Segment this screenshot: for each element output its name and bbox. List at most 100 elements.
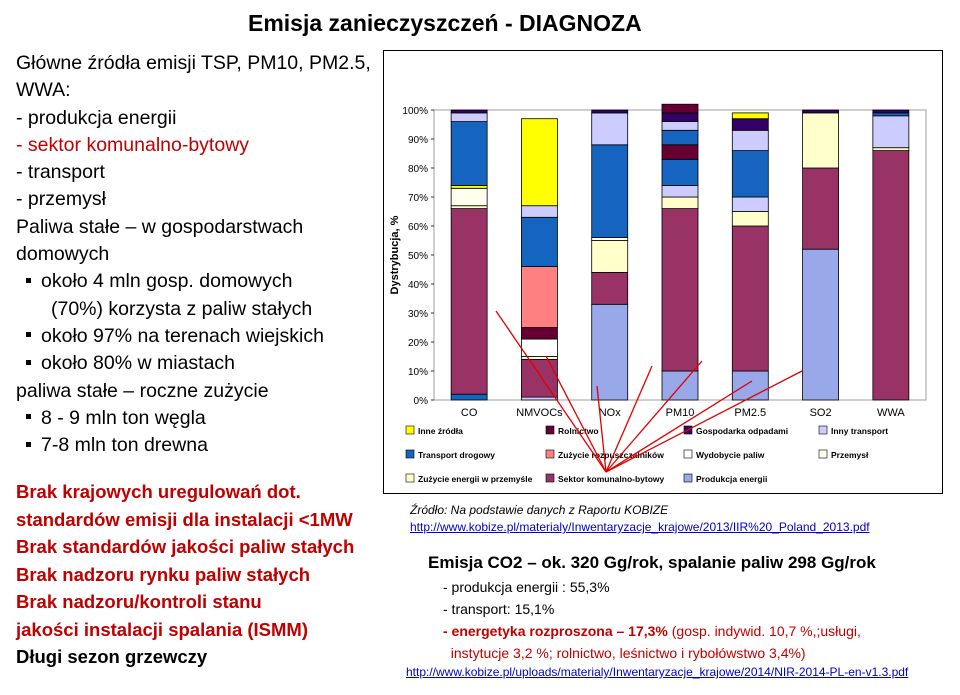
bar-segment [450, 208, 488, 395]
bar-segment [802, 112, 839, 169]
bar-segment [450, 112, 488, 123]
issue-line: Brak nadzoru rynku paliw stałych [16, 563, 311, 585]
co2-item: - energetyka rozproszona – 17,3% (gosp. … [443, 620, 861, 642]
bar-segment [872, 150, 910, 401]
y-tick-label: 70% [408, 193, 428, 204]
usage-bullet: 7-8 mln ton drewna [16, 432, 386, 459]
source-url[interactable]: http://www.kobize.pl/materialy/Inwentary… [410, 520, 870, 534]
bar-segment [450, 205, 488, 209]
fuels-bullet-text: około 97% na terenach wiejskich [41, 324, 324, 347]
x-tick-label: PM10 [666, 407, 695, 419]
legend-swatch [545, 473, 555, 483]
annotation-arrow [605, 370, 803, 473]
bullet-square-icon [26, 277, 31, 283]
co2-item: instytucje 3,2 %; rolnictwo, leśnictwo i… [443, 645, 806, 661]
x-tick-label: PM2.5 [734, 407, 766, 419]
y-tick-label: 90% [408, 135, 428, 146]
bar-segment [731, 112, 769, 120]
usage-bullet: 8 - 9 mln ton węgla [16, 405, 386, 432]
bar-segment [731, 129, 769, 152]
legend-label: Zużycie energii w przemyśle [418, 474, 533, 484]
annotation-arrow [495, 310, 607, 473]
issue-line: Długi sezon grzewczy [16, 646, 208, 667]
chart-svg: 0% 10% 20% 30% 40% 50% 60% 70% 80% 90% 100% Dystryb… [389, 103, 927, 484]
fuels-bullet: około 97% na terenach wiejskich [16, 323, 386, 350]
co2-url[interactable]: http://www.kobize.pl/uploads/materialy/I… [406, 665, 909, 679]
source-label: Źródło: Na podstawie danych z Raportu KO… [410, 503, 669, 517]
bar-segment [521, 216, 558, 268]
bar-segment [872, 147, 910, 151]
issue-line: Brak krajowych uregulowań dot. [16, 481, 301, 502]
legend-label: Przemysł [831, 450, 869, 460]
annotation-arrow [605, 365, 653, 473]
bar-segment [450, 187, 488, 207]
legend-swatch [405, 449, 415, 459]
bar-segment [661, 184, 699, 198]
fuels-bullet-text: około 4 mln gosp. domowych [41, 270, 293, 293]
bar-segment [521, 358, 558, 398]
bar-segment [802, 248, 839, 401]
y-tick-label: 50% [408, 251, 428, 262]
bar-segment [591, 271, 629, 305]
y-tick-label: 80% [408, 164, 428, 175]
y-tick-label: 10% [408, 367, 428, 378]
source-item-label: produkcja energii [27, 106, 177, 129]
bar-segment [450, 109, 488, 114]
bar-segment [521, 338, 558, 357]
bar-segment [521, 327, 558, 340]
y-tick-label: 100% [402, 106, 428, 117]
fuels-bullet: około 4 mln gosp. domowych [16, 268, 386, 295]
bar-segment [661, 208, 699, 372]
annotation-arrow [596, 385, 607, 473]
annotation-arrow [545, 355, 607, 473]
legend-label: Produkcja energii [696, 474, 767, 484]
bar-segment [731, 150, 769, 198]
co2-link[interactable]: http://www.kobize.pl/uploads/materialy/I… [406, 665, 908, 679]
source-link[interactable]: http://www.kobize.pl/materialy/Inwentary… [410, 519, 870, 536]
bar-segment [521, 266, 558, 328]
bar-segment [661, 121, 699, 131]
page-title: Emisja zanieczyszczeń - DIAGNOZA [248, 10, 642, 36]
bar-segment [731, 196, 769, 212]
bar-segment [450, 393, 488, 401]
co2-item: - transport: 15,1% [443, 601, 555, 617]
y-tick-label: 30% [408, 309, 428, 320]
intro-text: Główne źródła emisji TSP, PM10, PM2.5, W… [16, 52, 371, 102]
bar-segment [591, 303, 629, 401]
emission-chart: 0% 10% 20% 30% 40% 50% 60% 70% 80% 90% 100% Dystryb… [383, 50, 943, 494]
legend-swatch [818, 425, 828, 435]
bar-segment [731, 370, 769, 401]
x-tick-label: WWA [877, 407, 905, 419]
bar-segment [661, 144, 699, 160]
legend-label: Inny transport [831, 426, 888, 436]
source-item: - produkcja energii [16, 106, 177, 129]
bar-segment [802, 167, 839, 250]
legend-label: Inne źródła [418, 426, 463, 436]
bar-segment [591, 112, 629, 146]
legend-swatch [683, 449, 693, 459]
legend-swatch [405, 425, 415, 435]
legend-swatch [683, 473, 693, 483]
bar-segment [731, 225, 769, 372]
source-item: - transport [16, 161, 105, 184]
bar-segment [661, 112, 699, 123]
bar-segment [872, 115, 910, 149]
issue-line: standardów emisji dla instalacji <1MW [16, 508, 353, 530]
legend-swatch [545, 425, 555, 435]
bar-segment [872, 109, 910, 114]
bar-segment [731, 211, 769, 227]
bullet-square-icon [26, 441, 31, 447]
bar-segment [802, 109, 839, 114]
y-axis-label: Dystrybucja, % [389, 215, 401, 294]
legend-label: Transport drogowy [418, 450, 495, 460]
bar-segment [521, 205, 558, 218]
left-column: Główne źródła emisji TSP, PM10, PM2.5, W… [16, 50, 386, 459]
fuels-bullet: około 80% w miastach [16, 350, 386, 377]
issue-line: Brak nadzoru/kontroli stanu [16, 591, 262, 612]
source-item: - sektor komunalno-bytowy [16, 133, 250, 156]
source-item-label: transport [27, 161, 105, 184]
bar-segment [591, 109, 629, 114]
bar-segment [872, 112, 910, 117]
y-tick-label: 0% [414, 396, 429, 407]
annotation-arrow [605, 360, 703, 473]
